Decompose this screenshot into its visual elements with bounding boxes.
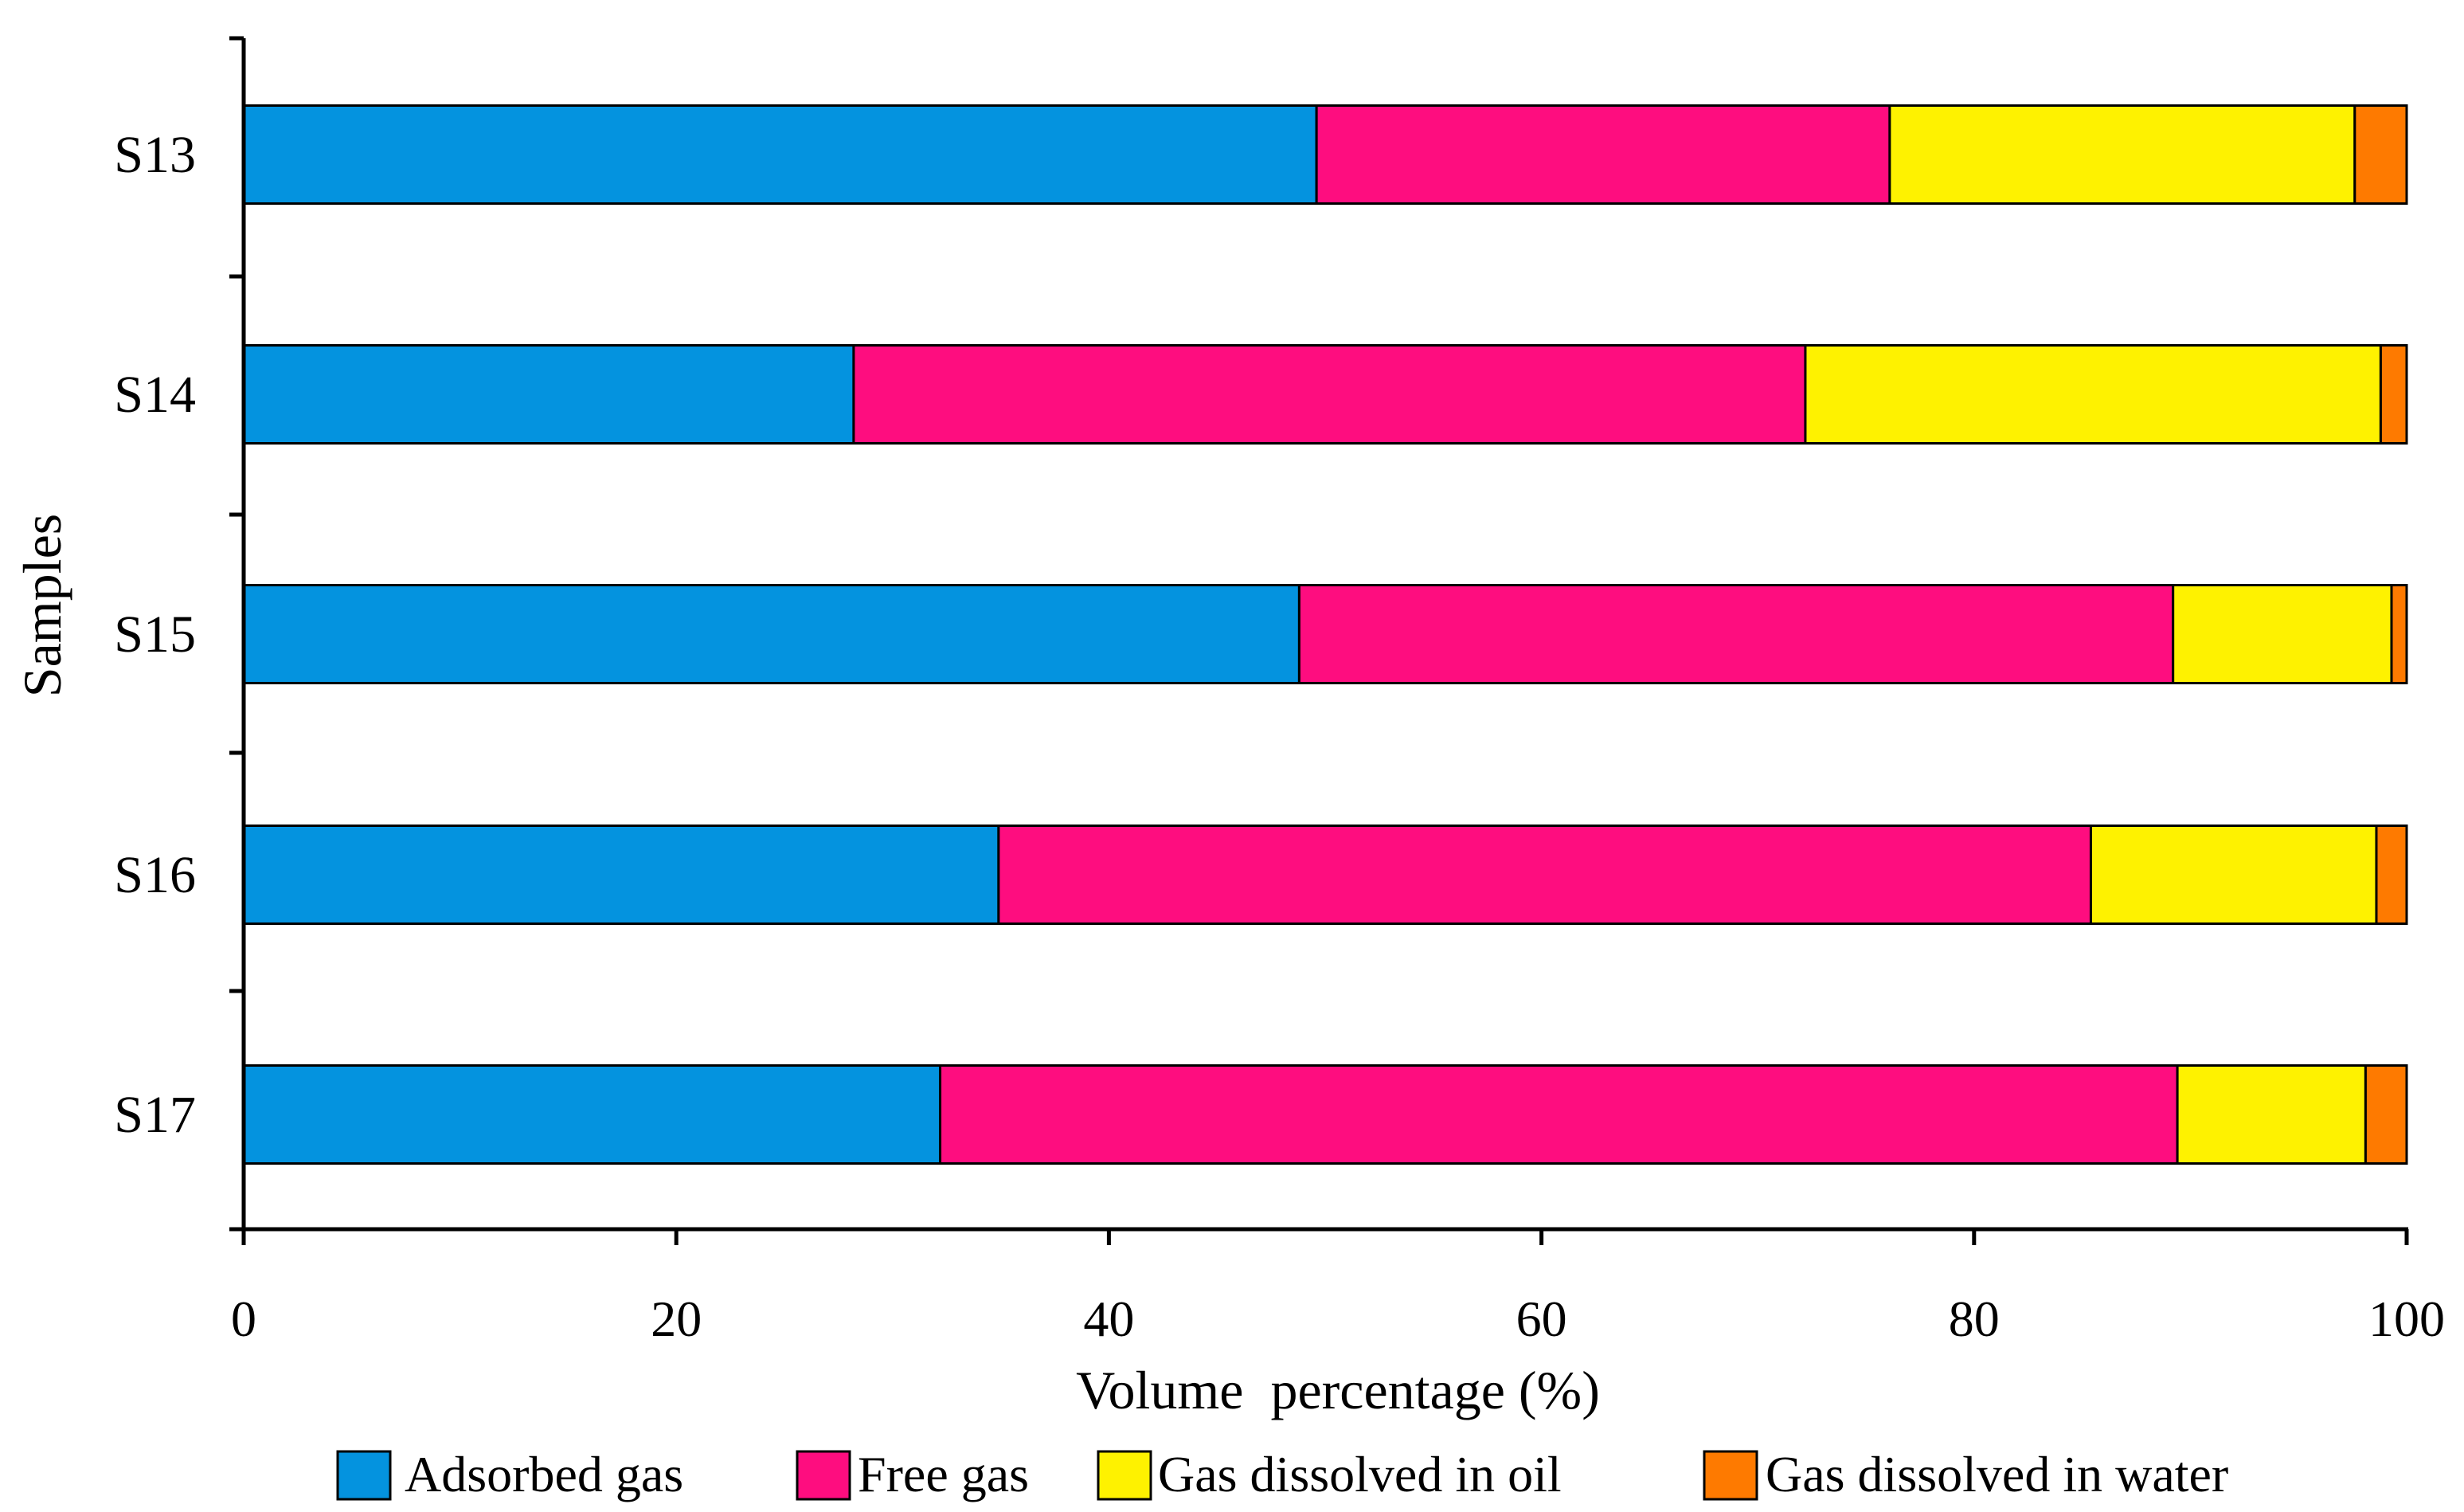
x-tick-label-0: 0	[231, 1291, 256, 1347]
legend-swatch-free-gas	[796, 1450, 851, 1501]
bar-s15-free-gas	[1297, 584, 2175, 684]
bar-s17-adsorbed-gas	[242, 1064, 942, 1165]
bar-s16-free-gas	[997, 825, 2092, 925]
axes-group	[229, 36, 2409, 1245]
x-tick-label-20: 20	[651, 1291, 702, 1347]
legend-swatch-gas-dissolved-in-oil	[1097, 1450, 1152, 1501]
bar-s17-gas-dissolved-in-water	[2364, 1064, 2408, 1165]
tick-labels-group: S13 S14 S15 S16 S17 0 20 40 60 80 100	[114, 126, 2445, 1347]
bars-group	[242, 104, 2408, 1165]
y-tick-label-s17: S17	[114, 1086, 196, 1144]
bar-s13-free-gas	[1315, 104, 1891, 205]
bar-s16-gas-dissolved-in-oil	[2089, 825, 2378, 925]
y-tick-label-s14: S14	[114, 366, 196, 424]
bar-s13-adsorbed-gas	[242, 104, 1318, 205]
bar-s17-gas-dissolved-in-oil	[2176, 1064, 2367, 1165]
y-tick-label-s16: S16	[114, 846, 196, 904]
bar-s17-free-gas	[939, 1064, 2179, 1165]
bar-s14-free-gas	[852, 344, 1807, 445]
x-tick-label-40: 40	[1083, 1291, 1134, 1347]
bar-s16-adsorbed-gas	[242, 825, 1000, 925]
bar-s13-gas-dissolved-in-water	[2353, 104, 2408, 205]
bar-s14-adsorbed-gas	[242, 344, 855, 445]
legend-label-gas-dissolved-in-oil: Gas dissolved in oil	[1158, 1446, 1562, 1502]
bar-s13-gas-dissolved-in-oil	[1888, 104, 2356, 205]
legend-swatch-gas-dissolved-in-water	[1703, 1450, 1758, 1501]
legend-swatch-adsorbed-gas	[336, 1450, 392, 1501]
bar-s15-adsorbed-gas	[242, 584, 1300, 684]
bar-s16-gas-dissolved-in-water	[2375, 825, 2408, 925]
legend: Adsorbed gas Free gas Gas dissolved in oil…	[336, 1446, 2228, 1502]
bar-s14-gas-dissolved-in-water	[2379, 344, 2408, 445]
bar-s15-gas-dissolved-in-oil	[2172, 584, 2393, 684]
x-tick-label-60: 60	[1516, 1291, 1567, 1347]
bar-s15-gas-dissolved-in-water	[2390, 584, 2408, 684]
legend-label-free-gas: Free gas	[858, 1446, 1029, 1502]
y-axis-label: Samples	[12, 514, 72, 697]
y-tick-label-s13: S13	[114, 126, 196, 184]
bar-s14-gas-dissolved-in-oil	[1804, 344, 2382, 445]
legend-label-adsorbed-gas: Adsorbed gas	[405, 1446, 683, 1502]
legend-label-gas-dissolved-in-water: Gas dissolved in water	[1766, 1446, 2228, 1502]
y-tick-label-s15: S15	[114, 605, 196, 664]
x-axis-label: Volume percentage (%)	[1076, 1360, 1600, 1420]
x-tick-label-100: 100	[2368, 1291, 2445, 1347]
x-tick-label-80: 80	[1949, 1291, 2000, 1347]
